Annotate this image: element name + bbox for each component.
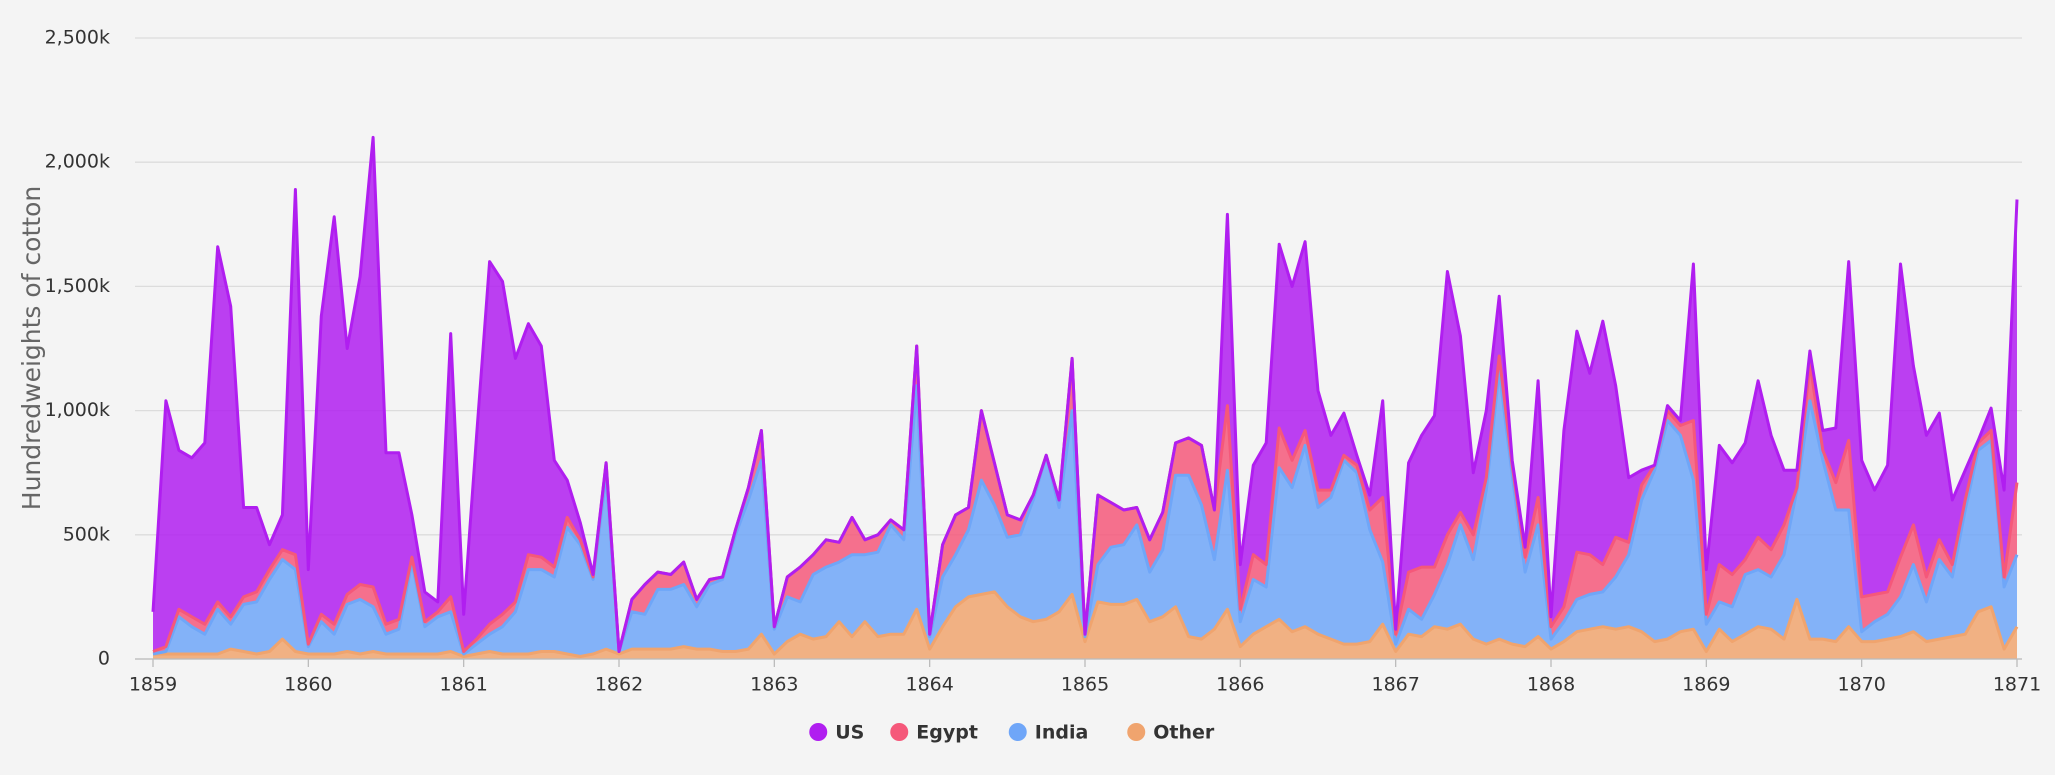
x-tick-label: 1864 xyxy=(905,674,953,696)
legend-label: Other xyxy=(1153,722,1215,744)
x-tick-label: 1860 xyxy=(284,674,332,696)
area-line xyxy=(151,135,2019,653)
x-tick-label: 1867 xyxy=(1371,674,1419,696)
x-tick-label: 1859 xyxy=(129,674,177,696)
legend-label: US xyxy=(835,722,864,744)
area-line xyxy=(153,590,2019,658)
y-tick-label: 0 xyxy=(98,648,110,670)
y-axis-label: Hundredweights of cotton xyxy=(17,186,46,510)
x-tick-label: 1865 xyxy=(1061,674,1109,696)
x-tick-label: 1871 xyxy=(1993,674,2041,696)
x-tick-label: 1869 xyxy=(1682,674,1730,696)
x-tick-label: 1861 xyxy=(439,674,487,696)
legend-marker xyxy=(1008,723,1027,741)
y-tick-label: 1,000k xyxy=(45,399,110,421)
x-tick-label: 1866 xyxy=(1216,674,1264,696)
area xyxy=(153,591,2017,659)
area xyxy=(153,370,2017,657)
y-tick-label: 500k xyxy=(63,523,110,545)
x-tick-label: 1868 xyxy=(1527,674,1575,696)
x-tick-label: 1863 xyxy=(750,674,798,696)
x-tick-label: 1870 xyxy=(1837,674,1885,696)
y-tick-label: 2,500k xyxy=(45,27,110,49)
y-tick-label: 2,000k xyxy=(45,151,110,173)
area xyxy=(153,137,2017,652)
legend-label: India xyxy=(1035,722,1089,744)
y-tick-label: 1,500k xyxy=(45,275,110,297)
legend-marker xyxy=(1127,723,1146,741)
area-line xyxy=(152,369,2019,656)
legend-label: Egypt xyxy=(916,722,978,744)
legend: US Egypt India Other xyxy=(809,722,1215,744)
legend-marker xyxy=(890,723,909,741)
legend-marker xyxy=(809,723,828,741)
x-tick-label: 1862 xyxy=(595,674,643,696)
